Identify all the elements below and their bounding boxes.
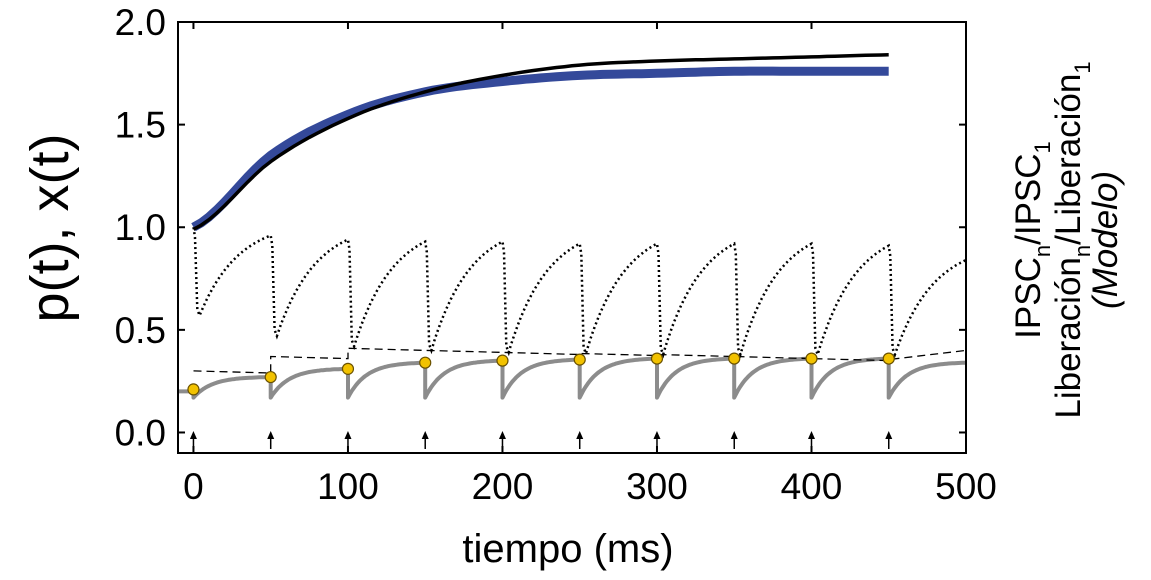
stimulus-arrow-head [730, 431, 738, 439]
right-label-1-base: IPSC [1009, 257, 1048, 339]
stimulus-arrow-head [885, 431, 893, 439]
x-tick-label: 500 [935, 466, 997, 507]
release-marker [882, 352, 895, 365]
right-label-2-sub-n: n [1070, 245, 1095, 257]
x-tick-label: 0 [183, 466, 204, 507]
x-axis-label: tiempo (ms) [462, 527, 673, 571]
release-marker [419, 356, 432, 369]
release-ratio-blue-line [191, 66, 889, 232]
plot-frame [177, 21, 967, 454]
envelope-dashed [193, 347, 967, 374]
axes: 0 100 200 300 400 500 0.0 0.5 1.0 1.5 2.0 [115, 2, 997, 507]
x-trace-dotted [192, 227, 967, 359]
y-tick-label: 1.5 [115, 105, 166, 146]
x-tick-label: 300 [626, 466, 688, 507]
right-label-line-1: IPSCn/IPSC1 [1009, 141, 1055, 339]
stimulus-arrow-head [807, 431, 815, 439]
x-tick-label: 400 [781, 466, 843, 507]
right-label-2-sub-1: 1 [1070, 61, 1095, 73]
release-marker [573, 353, 586, 366]
right-label-2-base: Liberación [1049, 257, 1088, 419]
release-marker [650, 352, 664, 365]
plot-area [178, 53, 967, 449]
right-label-line-3: (Modelo) [1086, 171, 1125, 309]
y-tick-label: 1.0 [115, 207, 166, 248]
stimulus-arrow-head [344, 431, 352, 439]
release-marker [264, 370, 277, 384]
stimulus-arrow-head [653, 431, 661, 439]
right-axis-label: IPSCn/IPSC1 Liberaciónn/Liberación1 (Mod… [1009, 61, 1125, 418]
x-tick-label: 100 [317, 466, 379, 507]
stimulus-arrow-head [189, 431, 197, 439]
stimulus-arrow-head [498, 431, 506, 439]
y-tick-label: 0.5 [115, 310, 166, 351]
y-axis-label: p(t), x(t) [20, 134, 80, 323]
p-trace-gray [178, 356, 967, 400]
ipsc-ratio-black-line [192, 53, 889, 231]
release-marker [341, 362, 355, 375]
right-label-line-2: Liberaciónn/Liberación1 [1049, 61, 1095, 418]
stimulus-arrow-head [576, 431, 584, 439]
release-marker [496, 354, 509, 367]
stimulus-arrow-head [421, 431, 429, 439]
right-label-2-mid: /Liberación [1049, 74, 1088, 245]
release-marker [728, 352, 741, 365]
release-marker [805, 352, 818, 365]
stimulus-arrow-head [267, 431, 275, 439]
x-tick-label: 200 [472, 466, 534, 507]
release-marker [187, 383, 200, 396]
y-tick-label: 0.0 [115, 412, 166, 453]
right-label-1-mid: /IPSC [1009, 153, 1048, 244]
right-label-1-sub-n: n [1030, 245, 1055, 257]
right-label-1-sub-1: 1 [1030, 141, 1055, 153]
y-tick-label: 2.0 [115, 2, 166, 43]
